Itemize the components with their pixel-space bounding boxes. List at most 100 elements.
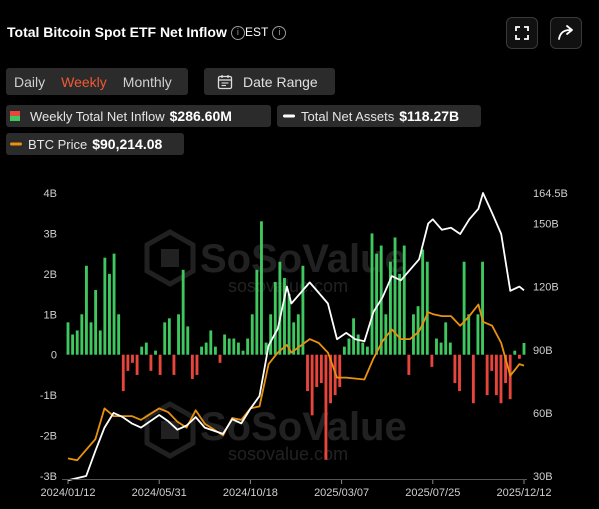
inflow-bar (181, 269, 185, 355)
inflow-bar (517, 354, 521, 359)
inflow-bar (200, 346, 204, 355)
inflow-bar (98, 330, 102, 355)
watermark-url: sosovalue.com (228, 444, 348, 464)
total-net-assets-line (67, 192, 525, 482)
inflow-bar (232, 338, 236, 355)
inflow-bar (485, 354, 489, 396)
inflow-bar (476, 314, 480, 355)
inflow-bar (301, 265, 305, 355)
inflow-bar (218, 354, 222, 363)
tab-daily[interactable]: Daily (14, 73, 46, 90)
inflow-bar (292, 322, 296, 355)
inflow-bar (112, 253, 116, 355)
x-tick-label: 2025/07/25 (405, 487, 460, 499)
inflow-bar (412, 314, 415, 355)
inflow-bar (283, 277, 286, 355)
x-tick-label: 2024/05/31 (132, 487, 187, 499)
watermark-brand: SoSoValue (200, 405, 407, 449)
legend-value: $286.60M (169, 108, 232, 124)
x-tick-label: 2024/10/18 (223, 487, 278, 499)
y-right-tick-label: 90B (533, 345, 553, 357)
inflow-bar (250, 314, 254, 355)
inflow-bar (66, 322, 70, 355)
inflow-bar (71, 334, 75, 355)
inflow-bar (416, 306, 420, 355)
inflow-bar (379, 245, 383, 355)
y-left-tick-label: 3B (44, 228, 57, 240)
inflow-bar (135, 354, 139, 375)
inflow-bar (333, 354, 337, 396)
inflow-bar (85, 265, 88, 355)
date-range-label: Date Range (243, 73, 318, 90)
inflow-bar (407, 354, 411, 375)
tab-weekly[interactable]: Weekly (61, 73, 107, 90)
inflow-bar (315, 354, 319, 388)
inflow-bar (121, 354, 125, 392)
inflow-bar (163, 322, 167, 355)
expand-button[interactable] (506, 17, 538, 49)
inflow-bar (264, 342, 268, 355)
inflow-bar (393, 237, 397, 355)
inflow-bar (154, 350, 157, 355)
inflow-bar (435, 338, 438, 355)
info-icon[interactable]: i (230, 26, 245, 41)
tab-monthly[interactable]: Monthly (122, 73, 172, 90)
inflow-bar (421, 249, 425, 355)
legend-label: Total Net Assets (301, 108, 395, 124)
inflow-bar (490, 354, 494, 371)
inflow-bar (310, 354, 314, 416)
inflow-bar (370, 233, 374, 355)
legend-label: Weekly Total Net Inflow (30, 108, 165, 124)
inflow-bar (471, 354, 475, 404)
inflow-bar (458, 354, 461, 392)
inflow-bar (80, 314, 84, 355)
y-right-tick-label: 164.5B (533, 188, 568, 200)
inflow-bar (448, 342, 452, 355)
inflow-bar (190, 354, 194, 379)
inflow-bar (499, 354, 503, 404)
inflow-bar (195, 354, 199, 375)
btc-price-line (67, 303, 525, 462)
inflow-bar (108, 273, 111, 355)
inflow-bar (246, 338, 250, 355)
y-left-tick-label: 1B (44, 309, 57, 321)
legend-total-net-assets[interactable]: Total Net Assets $118.27B (277, 105, 481, 127)
share-button[interactable] (550, 17, 582, 49)
inflow-bar (342, 346, 346, 355)
inflow-bar (513, 350, 517, 355)
inflow-bar (186, 326, 190, 355)
legend-value: $118.27B (399, 108, 460, 124)
inflow-bar (126, 354, 130, 371)
inflow-bar (522, 342, 526, 355)
inflow-bar (425, 261, 429, 355)
y-left-tick-label: -2B (40, 431, 57, 443)
inflow-bar (172, 354, 176, 375)
inflow-bar (94, 290, 98, 355)
inflow-bar (508, 354, 512, 400)
line-swatch-icon (283, 114, 295, 118)
inflow-bar (384, 314, 388, 355)
legend-value: $90,214.08 (92, 136, 163, 152)
inflow-bar (204, 342, 208, 355)
legend-label: BTC Price (28, 136, 88, 152)
inflow-bar (89, 322, 93, 355)
inflow-bar (223, 334, 227, 355)
legend-weekly-inflow[interactable]: Weekly Total Net Inflow $286.60M (6, 105, 271, 127)
inflow-bar (177, 314, 180, 355)
y-right-tick-label: 150B (533, 219, 559, 231)
inflow-bar (389, 261, 392, 355)
x-tick-label: 2025/12/12 (496, 487, 551, 499)
inflow-bar (140, 346, 144, 355)
timezone-label: EST i (245, 25, 287, 40)
inflow-bar (306, 354, 309, 392)
sosovalue-logo-icon (144, 229, 196, 287)
date-range-button[interactable]: Date Range (204, 68, 335, 95)
inflow-bar (209, 330, 213, 355)
y-left-tick-label: 2B (44, 269, 57, 281)
inflow-bar (338, 354, 342, 388)
inflow-bar (361, 342, 365, 355)
legend-btc-price[interactable]: BTC Price $90,214.08 (6, 133, 184, 155)
inflow-bar (260, 221, 263, 355)
inflow-bar (158, 354, 162, 375)
info-icon[interactable]: i (272, 25, 287, 40)
